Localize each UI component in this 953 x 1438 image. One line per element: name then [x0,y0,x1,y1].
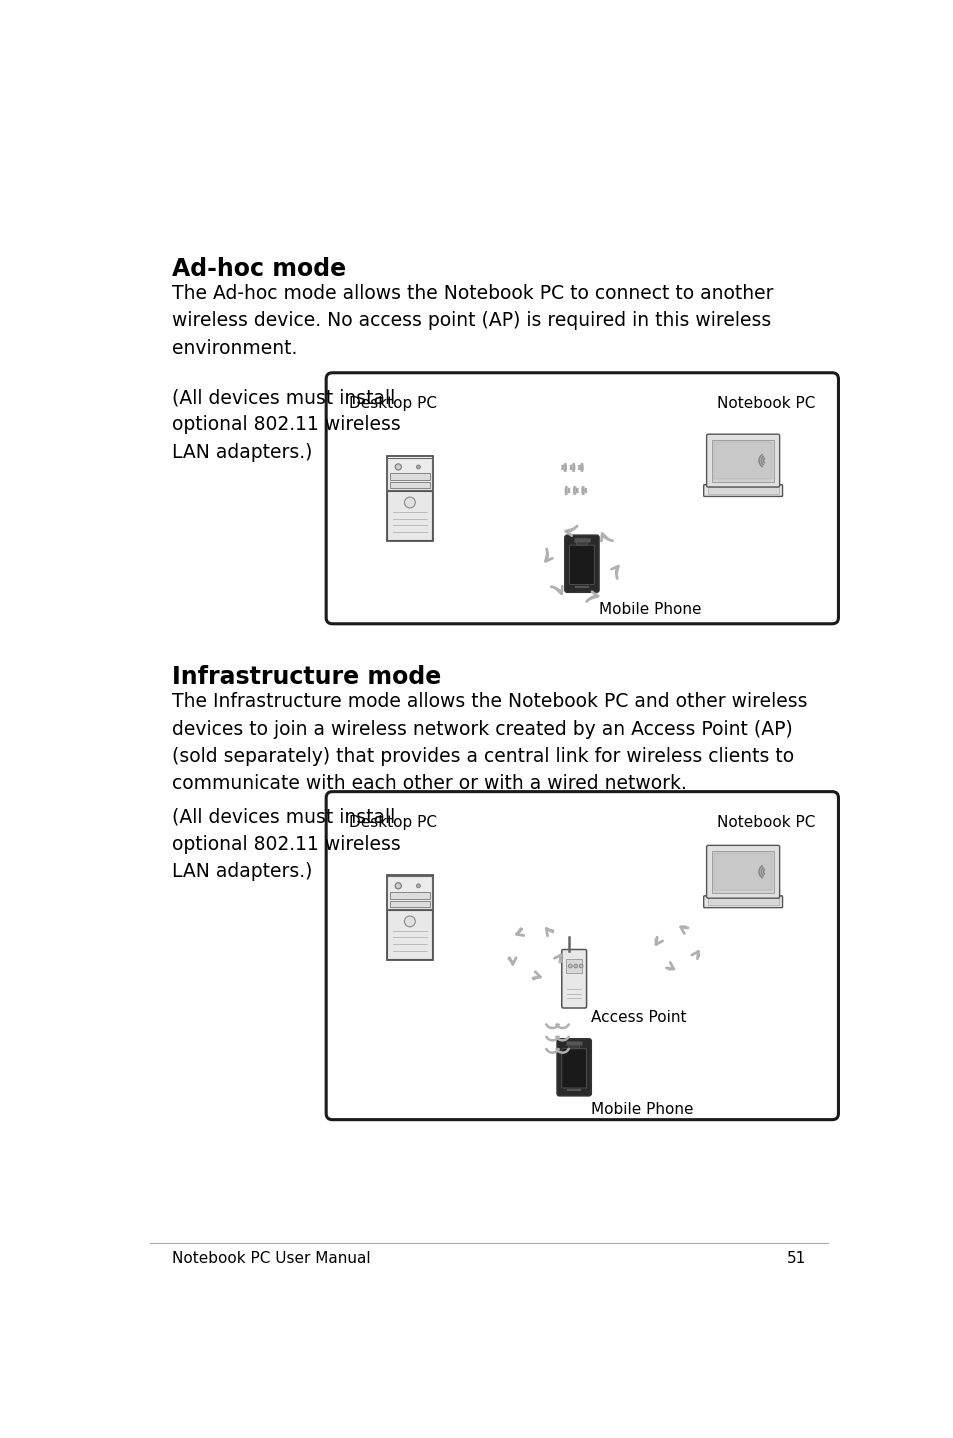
Circle shape [404,916,415,926]
Bar [574,538,589,542]
FancyBboxPatch shape [569,545,594,584]
Circle shape [573,963,578,968]
Text: Infrastructure mode: Infrastructure mode [172,666,440,689]
FancyBboxPatch shape [557,1038,591,1096]
FancyBboxPatch shape [386,456,433,541]
Circle shape [568,963,572,968]
Circle shape [578,963,582,968]
Text: Mobile Phone: Mobile Phone [591,1102,693,1117]
FancyBboxPatch shape [706,434,779,487]
Text: The Infrastructure mode allows the Notebook PC and other wireless
devices to joi: The Infrastructure mode allows the Noteb… [172,692,806,794]
Text: (All devices must install
optional 802.11 wireless
LAN adapters.): (All devices must install optional 802.1… [172,808,400,881]
FancyBboxPatch shape [326,372,838,624]
Circle shape [416,464,420,469]
Text: Desktop PC: Desktop PC [349,815,437,830]
Bar [711,851,774,893]
Text: Notebook PC: Notebook PC [716,395,815,411]
Bar [390,482,430,487]
FancyBboxPatch shape [703,896,781,907]
Text: The Ad-hoc mode allows the Notebook PC to connect to another
wireless device. No: The Ad-hoc mode allows the Notebook PC t… [172,285,773,358]
Text: (All devices must install
optional 802.11 wireless
LAN adapters.): (All devices must install optional 802.1… [172,388,400,462]
Text: Desktop PC: Desktop PC [349,395,437,411]
Bar [387,877,432,909]
Bar [711,440,774,482]
Bar [566,1041,581,1045]
Text: Notebook PC User Manual: Notebook PC User Manual [172,1251,370,1265]
Circle shape [395,464,401,470]
Text: 51: 51 [786,1251,805,1265]
Bar [714,853,771,890]
Bar [566,959,581,974]
Circle shape [404,498,415,508]
Text: Ad-hoc mode: Ad-hoc mode [172,257,346,282]
Bar [387,457,432,490]
Circle shape [416,884,420,887]
Bar [387,490,432,539]
FancyBboxPatch shape [326,792,838,1120]
FancyBboxPatch shape [561,1048,586,1089]
Text: Access Point: Access Point [591,1009,686,1024]
Bar [387,910,432,959]
FancyBboxPatch shape [576,538,587,545]
FancyBboxPatch shape [386,874,433,959]
Text: Notebook PC: Notebook PC [716,815,815,830]
Bar [390,892,430,899]
Circle shape [395,883,401,889]
FancyBboxPatch shape [564,535,598,592]
FancyBboxPatch shape [561,949,586,1008]
FancyBboxPatch shape [568,1041,579,1048]
Bar [707,899,778,906]
Bar [707,487,778,495]
Bar [390,902,430,907]
Bar [390,473,430,480]
Text: Mobile Phone: Mobile Phone [598,603,700,617]
Bar [714,441,771,479]
FancyBboxPatch shape [703,485,781,496]
FancyBboxPatch shape [706,846,779,899]
